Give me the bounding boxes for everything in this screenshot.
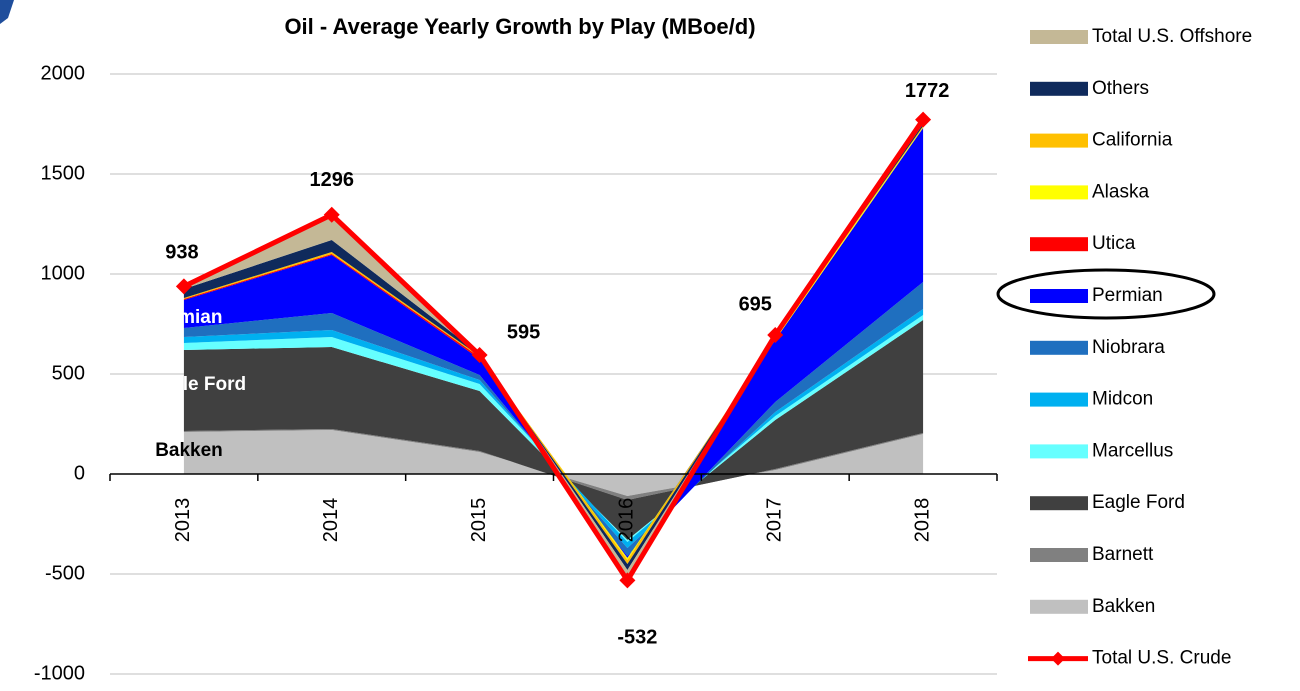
y-tick-label: -500 — [45, 562, 85, 584]
line-layer: 938 1296 595 -532 695 1772 — [165, 80, 949, 649]
legend-swatch — [1030, 599, 1088, 614]
y-tick-label: 500 — [52, 362, 85, 384]
y-tick-label: 1500 — [41, 162, 86, 184]
legend-swatch — [1030, 289, 1088, 303]
line-marker — [471, 347, 488, 363]
legend-swatch — [1030, 30, 1088, 44]
legend-swatch — [1030, 548, 1088, 562]
areas — [183, 120, 924, 580]
legend-swatch — [1030, 496, 1088, 511]
legend-label: California — [1092, 130, 1173, 151]
legend-swatch — [1030, 392, 1088, 407]
line-marker — [767, 327, 784, 343]
legend-label: Alaska — [1092, 181, 1149, 202]
legend-swatch — [1030, 237, 1088, 252]
annotation: Eagle Ford — [148, 374, 246, 395]
legend-label: Niobrara — [1092, 337, 1165, 358]
legend-label: Midcon — [1092, 389, 1153, 410]
legend-label: Permian — [1092, 285, 1163, 306]
legend-swatch — [1030, 133, 1088, 148]
highlight-ellipse — [996, 268, 1216, 320]
y-tick-label: -1000 — [34, 662, 85, 684]
legend-label: Total U.S. Crude — [1092, 648, 1231, 669]
x-tick-label: 2016 — [616, 498, 638, 543]
x-tick-label: 2014 — [320, 498, 342, 543]
area — [183, 320, 924, 540]
legend-swatch — [1030, 81, 1088, 96]
axis: 2013 2014 2015 2016 2017 2018 Permian Eagle For… — [109, 307, 998, 543]
data-label: 938 — [165, 242, 198, 264]
legend-label: Eagle Ford — [1092, 492, 1185, 513]
data-label: 695 — [739, 293, 772, 315]
data-label: -532 — [617, 627, 657, 649]
legend-label: Barnett — [1092, 544, 1154, 565]
legend-swatch — [1030, 340, 1088, 355]
chart-title: Oil - Average Yearly Growth by Play (MBo… — [284, 14, 755, 39]
y-tick-label: 2000 — [41, 62, 86, 84]
x-tick-label: 2017 — [764, 498, 786, 543]
line-marker — [915, 111, 932, 128]
data-label: 1772 — [905, 80, 950, 102]
line-marker — [175, 278, 192, 295]
legend-label: Bakken — [1092, 596, 1155, 617]
legend-label: Utica — [1092, 233, 1136, 254]
legend-label: Total U.S. Offshore — [1092, 26, 1252, 47]
y-tick-label: 1000 — [41, 262, 86, 284]
legend-swatch — [1030, 185, 1088, 200]
annotation: Bakken — [155, 440, 223, 461]
data-label: 595 — [507, 321, 540, 343]
x-tick-label: 2018 — [911, 498, 933, 543]
x-tick-label: 2013 — [172, 498, 194, 543]
logo-fragment — [0, 0, 14, 24]
legend-label: Marcellus — [1092, 440, 1173, 461]
y-tick-label: 0 — [74, 462, 85, 484]
total-line — [182, 118, 926, 583]
legend-marker — [1051, 651, 1065, 666]
x-tick-label: 2015 — [468, 498, 490, 543]
annotation: Permian — [148, 307, 223, 328]
area — [183, 430, 924, 496]
legend-swatch — [1030, 444, 1088, 459]
line-marker — [323, 206, 340, 223]
legend: Total U.S. Offshore Others California Alask… — [1028, 26, 1252, 669]
line-marker — [619, 572, 636, 589]
data-label: 1296 — [310, 169, 355, 191]
legend-label: Others — [1092, 78, 1149, 99]
